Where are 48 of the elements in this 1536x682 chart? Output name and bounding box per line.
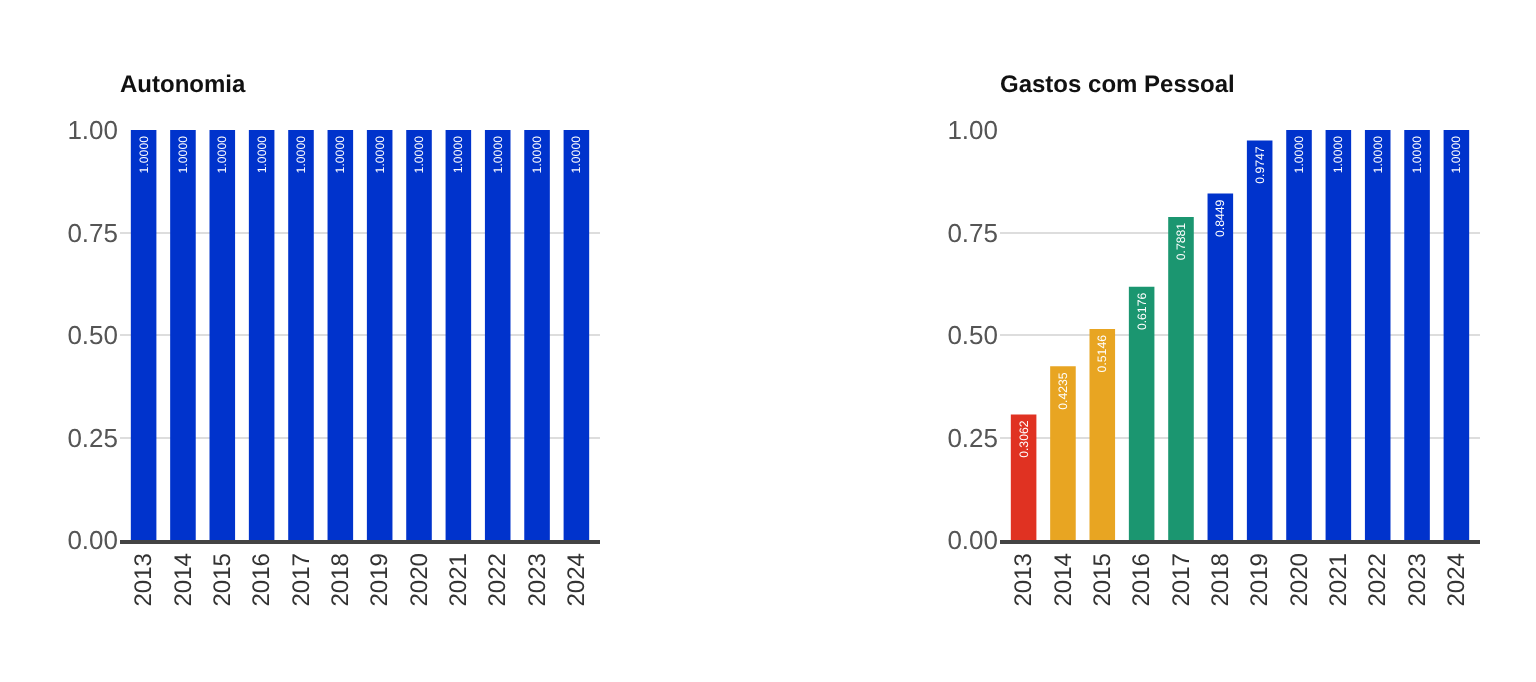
bar (1128, 286, 1155, 540)
x-tick-label: 2024 (1442, 552, 1471, 607)
y-tick-label: 0.00 (947, 525, 998, 556)
bar (1050, 366, 1076, 540)
x-tick-label: 2016 (1127, 552, 1156, 607)
y-tick-label: 1.00 (67, 115, 118, 146)
x-tick-label: 2018 (326, 552, 355, 607)
x-tick-label: 2017 (286, 552, 315, 607)
y-tick-label: 0.50 (947, 320, 998, 351)
x-tick-label: 2018 (1206, 552, 1235, 607)
y-tick-label: 1.00 (947, 115, 998, 146)
bar (1207, 193, 1234, 540)
y-tick-label: 0.75 (947, 217, 998, 248)
bar (1010, 414, 1037, 540)
bar (1325, 130, 1352, 540)
x-tick-label: 2021 (1324, 552, 1353, 607)
y-tick-label: 0.75 (67, 217, 118, 248)
x-tick-label: 2019 (365, 552, 394, 607)
bar (1404, 130, 1430, 540)
bar (1286, 130, 1312, 540)
x-tick-label: 2023 (1402, 552, 1431, 607)
y-tick-label: 0.50 (67, 320, 118, 351)
chart-title: Autonomia (120, 69, 246, 98)
chart-title: Gastos com Pessoal (1000, 69, 1235, 98)
y-tick-label: 0.25 (947, 422, 998, 453)
x-tick-label: 2014 (168, 552, 197, 607)
bar (1443, 130, 1470, 540)
x-tick-label: 2015 (208, 552, 237, 607)
bar (1089, 329, 1116, 540)
x-tick-label: 2017 (1166, 552, 1195, 607)
x-tick-label: 2020 (404, 552, 433, 607)
bar (1364, 130, 1391, 540)
x-tick-label: 2019 (1245, 552, 1274, 607)
bar (1246, 140, 1273, 540)
x-tick-label: 2016 (247, 552, 276, 607)
x-tick-label: 2013 (1009, 552, 1038, 607)
x-tick-label: 2013 (129, 552, 158, 607)
x-tick-label: 2015 (1088, 552, 1117, 607)
x-tick-label: 2023 (522, 552, 551, 607)
x-tick-label: 2021 (444, 552, 473, 607)
y-tick-label: 0.00 (67, 525, 118, 556)
x-tick-label: 2022 (483, 552, 512, 607)
x-tick-label: 2022 (1363, 552, 1392, 607)
y-tick-label: 0.25 (67, 422, 118, 453)
x-tick-label: 2020 (1284, 552, 1313, 607)
x-tick-label: 2024 (562, 552, 591, 607)
x-tick-label: 2014 (1048, 552, 1077, 607)
bar (1168, 216, 1194, 540)
